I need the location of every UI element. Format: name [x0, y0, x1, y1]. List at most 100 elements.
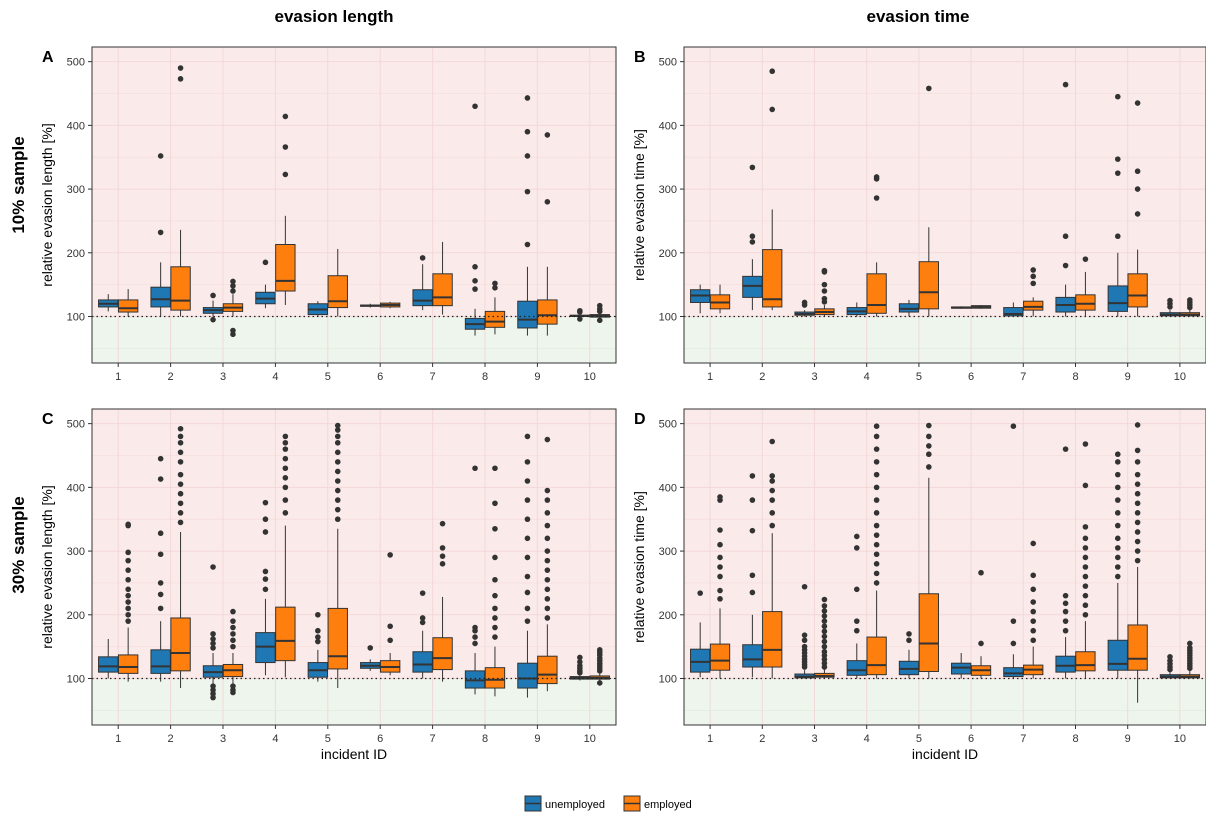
- outlier-point: [210, 636, 216, 642]
- x-tick-label: 7: [430, 371, 436, 383]
- outlier-point: [230, 631, 236, 637]
- outlier-point: [524, 433, 531, 440]
- outlier-point: [1030, 540, 1037, 547]
- outlier-point: [1062, 233, 1069, 240]
- outlier-point: [524, 618, 531, 624]
- outlier-point: [1062, 627, 1069, 634]
- outlier-point: [492, 280, 498, 287]
- outlier-point: [596, 647, 603, 653]
- outlier-point: [334, 487, 341, 494]
- box-unemployed-6: [360, 645, 381, 671]
- outlier-point: [1114, 484, 1121, 491]
- x-tick-label: 8: [482, 733, 488, 745]
- outlier-point: [282, 113, 289, 120]
- outlier-point: [749, 589, 756, 596]
- outlier-point: [544, 557, 551, 564]
- box-body: [484, 310, 506, 328]
- box-employed-9: [1127, 422, 1148, 703]
- outlier-point: [439, 545, 446, 551]
- outlier-point: [157, 153, 164, 159]
- outlier-point: [801, 299, 808, 306]
- outlier-point: [1062, 446, 1069, 452]
- y-tick-label: 100: [67, 673, 85, 685]
- outlier-point: [177, 510, 184, 516]
- outlier-point: [524, 95, 531, 101]
- box-employed-7: [432, 520, 453, 682]
- box-employed-3: [222, 608, 244, 696]
- box-body: [742, 644, 763, 668]
- outlier-point: [315, 627, 321, 634]
- outlier-point: [492, 465, 498, 472]
- outlier-point: [926, 433, 932, 440]
- panel-tag: A: [42, 49, 54, 66]
- box-employed-4: [866, 423, 887, 679]
- y-axis-title: relative evasion time [%]: [631, 491, 647, 643]
- box-employed-1: [117, 289, 139, 317]
- outlier-point: [492, 554, 498, 561]
- outlier-point: [821, 603, 828, 609]
- outlier-point: [577, 316, 583, 322]
- outlier-point: [1134, 529, 1141, 535]
- box-unemployed-5: [898, 299, 920, 317]
- outlier-point: [717, 527, 723, 533]
- outlier-point: [821, 267, 828, 274]
- outlier-point: [334, 449, 341, 456]
- y-tick-label: 300: [659, 184, 677, 196]
- outlier-point: [769, 106, 776, 113]
- box-unemployed-4: [846, 302, 867, 317]
- outlier-point: [524, 573, 531, 580]
- box-body: [866, 273, 887, 314]
- outlier-point: [769, 487, 776, 494]
- y-axis-title: relative evasion length [%]: [39, 123, 55, 286]
- x-tick-label: 9: [1125, 733, 1131, 745]
- outlier-point: [472, 103, 478, 110]
- outlier-point: [544, 497, 551, 503]
- box-body: [432, 273, 453, 307]
- outlier-point: [978, 640, 984, 647]
- outlier-point: [544, 510, 551, 516]
- outlier-point: [1114, 522, 1121, 529]
- panel-border: [683, 408, 1206, 726]
- outlier-point: [1082, 602, 1089, 609]
- outlier-point: [125, 567, 131, 573]
- x-tick-label: 2: [168, 733, 174, 745]
- outlier-point: [472, 634, 478, 640]
- outlier-point: [262, 259, 269, 266]
- box-body: [412, 289, 433, 307]
- outlier-point: [821, 295, 828, 302]
- row-title-10pct: 10% sample: [9, 136, 28, 233]
- outlier-point: [1134, 538, 1141, 545]
- outlier-point: [157, 591, 164, 598]
- box-unemployed-4: [846, 533, 867, 679]
- outlier-point: [387, 552, 393, 558]
- outlier-point: [873, 510, 880, 516]
- outlier-point: [334, 506, 341, 513]
- y-tick-label: 500: [67, 419, 85, 431]
- box-employed-10: [589, 647, 610, 686]
- box-employed-8: [484, 280, 506, 335]
- outlier-point: [262, 576, 269, 582]
- outlier-point: [524, 459, 531, 465]
- box-employed-9: [537, 132, 558, 336]
- box-unemployed-6: [951, 306, 972, 309]
- outlier-point: [125, 586, 131, 593]
- row-title-30pct: 30% sample: [9, 496, 28, 593]
- x-tick-label: 5: [325, 371, 331, 383]
- x-tick-label: 3: [811, 733, 817, 745]
- outlier-point: [1167, 654, 1173, 660]
- outlier-point: [717, 564, 723, 570]
- outlier-point: [577, 307, 583, 314]
- outlier-point: [1062, 262, 1069, 269]
- outlier-point: [1134, 168, 1141, 175]
- outlier-point: [177, 481, 184, 487]
- outlier-point: [177, 490, 184, 497]
- box-body: [918, 261, 939, 310]
- x-tick-label: 7: [1020, 733, 1026, 745]
- outlier-point: [524, 153, 531, 159]
- outlier-point: [524, 516, 531, 523]
- box-employed-5: [918, 85, 939, 317]
- x-tick-label: 4: [272, 733, 278, 745]
- outlier-point: [1010, 618, 1017, 624]
- box-unemployed-8: [464, 103, 486, 336]
